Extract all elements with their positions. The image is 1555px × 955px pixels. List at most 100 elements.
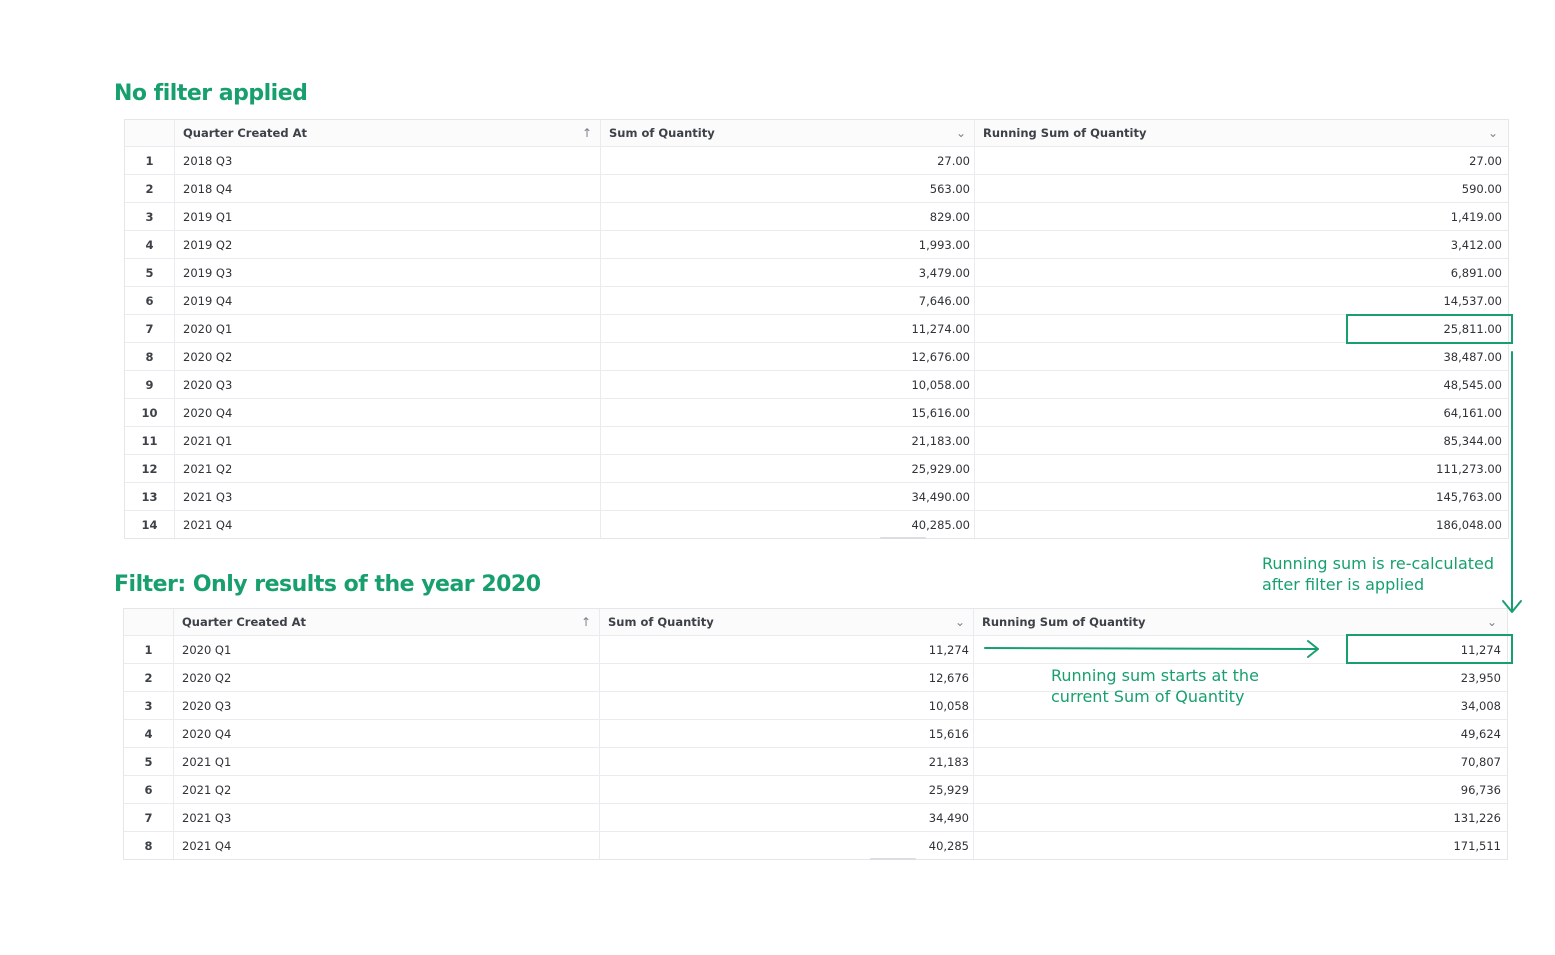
cell-quarter: 2021 Q2: [174, 455, 600, 482]
cell-quarter: 2020 Q1: [173, 636, 599, 663]
table-row[interactable]: 3 2020 Q3 10,058 34,008: [124, 691, 1507, 719]
column-header-sum[interactable]: Sum of Quantity ⌄: [599, 609, 973, 635]
row-index: 10: [141, 405, 158, 420]
cell-running-sum: 590.00: [974, 175, 1506, 202]
cell-quarter: 2021 Q3: [174, 483, 600, 510]
annotation-line: Running sum is re-calculated: [1262, 554, 1495, 573]
table-row[interactable]: 2 2020 Q2 12,676 23,950: [124, 663, 1507, 691]
row-index: 12: [141, 461, 158, 476]
row-index: 8: [145, 349, 154, 364]
cell-sum-of-quantity: 34,490.00: [600, 483, 974, 510]
row-index: 4: [144, 726, 153, 741]
table-row[interactable]: 12 2021 Q2 25,929.00 111,273.00: [125, 454, 1508, 482]
column-header-quarter[interactable]: Quarter Created At ↑: [173, 609, 599, 635]
down-arrow-icon: [1502, 351, 1522, 613]
cell-running-sum: 186,048.00: [974, 511, 1506, 538]
table-row[interactable]: 6 2021 Q2 25,929 96,736: [124, 775, 1507, 803]
cell-running-sum: 1,419.00: [974, 203, 1506, 230]
cell-sum-of-quantity: 25,929: [599, 776, 973, 803]
table-row[interactable]: 10 2020 Q4 15,616.00 64,161.00: [125, 398, 1508, 426]
table-row[interactable]: 2 2018 Q4 563.00 590.00: [125, 174, 1508, 202]
cell-quarter: 2021 Q1: [173, 748, 599, 775]
table-row[interactable]: 3 2019 Q1 829.00 1,419.00: [125, 202, 1508, 230]
cell-running-sum: 145,763.00: [974, 483, 1506, 510]
table-row[interactable]: 8 2020 Q2 12,676.00 38,487.00: [125, 342, 1508, 370]
row-index: 5: [145, 265, 154, 280]
cell-quarter: 2021 Q4: [174, 511, 600, 538]
table-row[interactable]: 1 2018 Q3 27.00 27.00: [125, 146, 1508, 174]
row-index: 7: [145, 321, 154, 336]
row-index: 9: [145, 377, 154, 392]
cell-quarter: 2021 Q3: [173, 804, 599, 831]
cell-running-sum: 6,891.00: [974, 259, 1506, 286]
row-index: 8: [144, 838, 153, 853]
table-body: 1 2018 Q3 27.00 27.00 2 2018 Q4 563.00 590.00 3 2…: [125, 146, 1508, 538]
horizontal-scrollbar[interactable]: [880, 537, 926, 539]
table-body: 1 2020 Q1 11,274 11,274 2 2020 Q2 12,676 23,950…: [124, 635, 1507, 859]
table-row[interactable]: 5 2021 Q1 21,183 70,807: [124, 747, 1507, 775]
table-row[interactable]: 6 2019 Q4 7,646.00 14,537.00: [125, 286, 1508, 314]
chevron-down-icon[interactable]: ⌄: [955, 126, 966, 140]
cell-sum-of-quantity: 10,058.00: [600, 371, 974, 398]
cell-sum-of-quantity: 1,993.00: [600, 231, 974, 258]
annotation-recalculated: Running sum is re-calculated after filte…: [1262, 553, 1494, 595]
cell-sum-of-quantity: 12,676.00: [600, 343, 974, 370]
chevron-down-icon[interactable]: ⌄: [1486, 615, 1497, 629]
cell-quarter: 2021 Q4: [173, 832, 599, 859]
cell-sum-of-quantity: 829.00: [600, 203, 974, 230]
row-index: 5: [144, 754, 153, 769]
table-row[interactable]: 7 2020 Q1 11,274.00 25,811.00: [125, 314, 1508, 342]
column-header-running-sum[interactable]: Running Sum of Quantity ⌄: [974, 120, 1506, 146]
sort-ascending-icon[interactable]: ↑: [580, 615, 591, 629]
results-table-unfiltered: Quarter Created At ↑ Sum of Quantity ⌄ R…: [124, 119, 1509, 539]
cell-quarter: 2020 Q2: [174, 343, 600, 370]
table-row[interactable]: 9 2020 Q3 10,058.00 48,545.00: [125, 370, 1508, 398]
table-row[interactable]: 14 2021 Q4 40,285.00 186,048.00: [125, 510, 1508, 538]
row-index: 2: [145, 181, 154, 196]
column-header-label: Quarter Created At: [183, 126, 307, 140]
cell-sum-of-quantity: 12,676: [599, 664, 973, 691]
cell-running-sum: 111,273.00: [974, 455, 1506, 482]
column-header-sum[interactable]: Sum of Quantity ⌄: [600, 120, 974, 146]
table-row[interactable]: 4 2019 Q2 1,993.00 3,412.00: [125, 230, 1508, 258]
column-header-label: Running Sum of Quantity: [983, 126, 1147, 140]
sort-ascending-icon[interactable]: ↑: [581, 126, 592, 140]
table-header: Quarter Created At ↑ Sum of Quantity ⌄ R…: [125, 120, 1508, 146]
column-header-quarter[interactable]: Quarter Created At ↑: [174, 120, 600, 146]
table-row[interactable]: 4 2020 Q4 15,616 49,624: [124, 719, 1507, 747]
cell-running-sum: 25,811.00: [974, 315, 1506, 342]
table-row[interactable]: 11 2021 Q1 21,183.00 85,344.00: [125, 426, 1508, 454]
column-header-label: Running Sum of Quantity: [982, 615, 1146, 629]
cell-quarter: 2018 Q4: [174, 175, 600, 202]
table-row[interactable]: 1 2020 Q1 11,274 11,274: [124, 635, 1507, 663]
row-index: 3: [144, 698, 153, 713]
cell-sum-of-quantity: 563.00: [600, 175, 974, 202]
cell-quarter: 2020 Q1: [174, 315, 600, 342]
chevron-down-icon[interactable]: ⌄: [954, 615, 965, 629]
cell-quarter: 2020 Q3: [174, 371, 600, 398]
row-index: 6: [145, 293, 154, 308]
cell-sum-of-quantity: 11,274: [599, 636, 973, 663]
table-row[interactable]: 7 2021 Q3 34,490 131,226: [124, 803, 1507, 831]
table-row[interactable]: 8 2021 Q4 40,285 171,511: [124, 831, 1507, 859]
cell-running-sum: 34,008: [973, 692, 1505, 719]
cell-sum-of-quantity: 10,058: [599, 692, 973, 719]
cell-quarter: 2020 Q4: [174, 399, 600, 426]
annotation-line: Running sum starts at the: [1051, 666, 1259, 685]
table-header: Quarter Created At ↑ Sum of Quantity ⌄ R…: [124, 609, 1507, 635]
cell-running-sum: 85,344.00: [974, 427, 1506, 454]
cell-sum-of-quantity: 21,183.00: [600, 427, 974, 454]
table-row[interactable]: 5 2019 Q3 3,479.00 6,891.00: [125, 258, 1508, 286]
column-header-running-sum[interactable]: Running Sum of Quantity ⌄: [973, 609, 1505, 635]
table-row[interactable]: 13 2021 Q3 34,490.00 145,763.00: [125, 482, 1508, 510]
cell-sum-of-quantity: 3,479.00: [600, 259, 974, 286]
horizontal-scrollbar[interactable]: [870, 858, 916, 860]
chevron-down-icon[interactable]: ⌄: [1487, 126, 1498, 140]
cell-sum-of-quantity: 25,929.00: [600, 455, 974, 482]
cell-sum-of-quantity: 34,490: [599, 804, 973, 831]
highlight-box-running-sum-filtered: [1346, 634, 1513, 664]
cell-running-sum: 70,807: [973, 748, 1505, 775]
cell-running-sum: 3,412.00: [974, 231, 1506, 258]
column-header-label: Sum of Quantity: [609, 126, 715, 140]
